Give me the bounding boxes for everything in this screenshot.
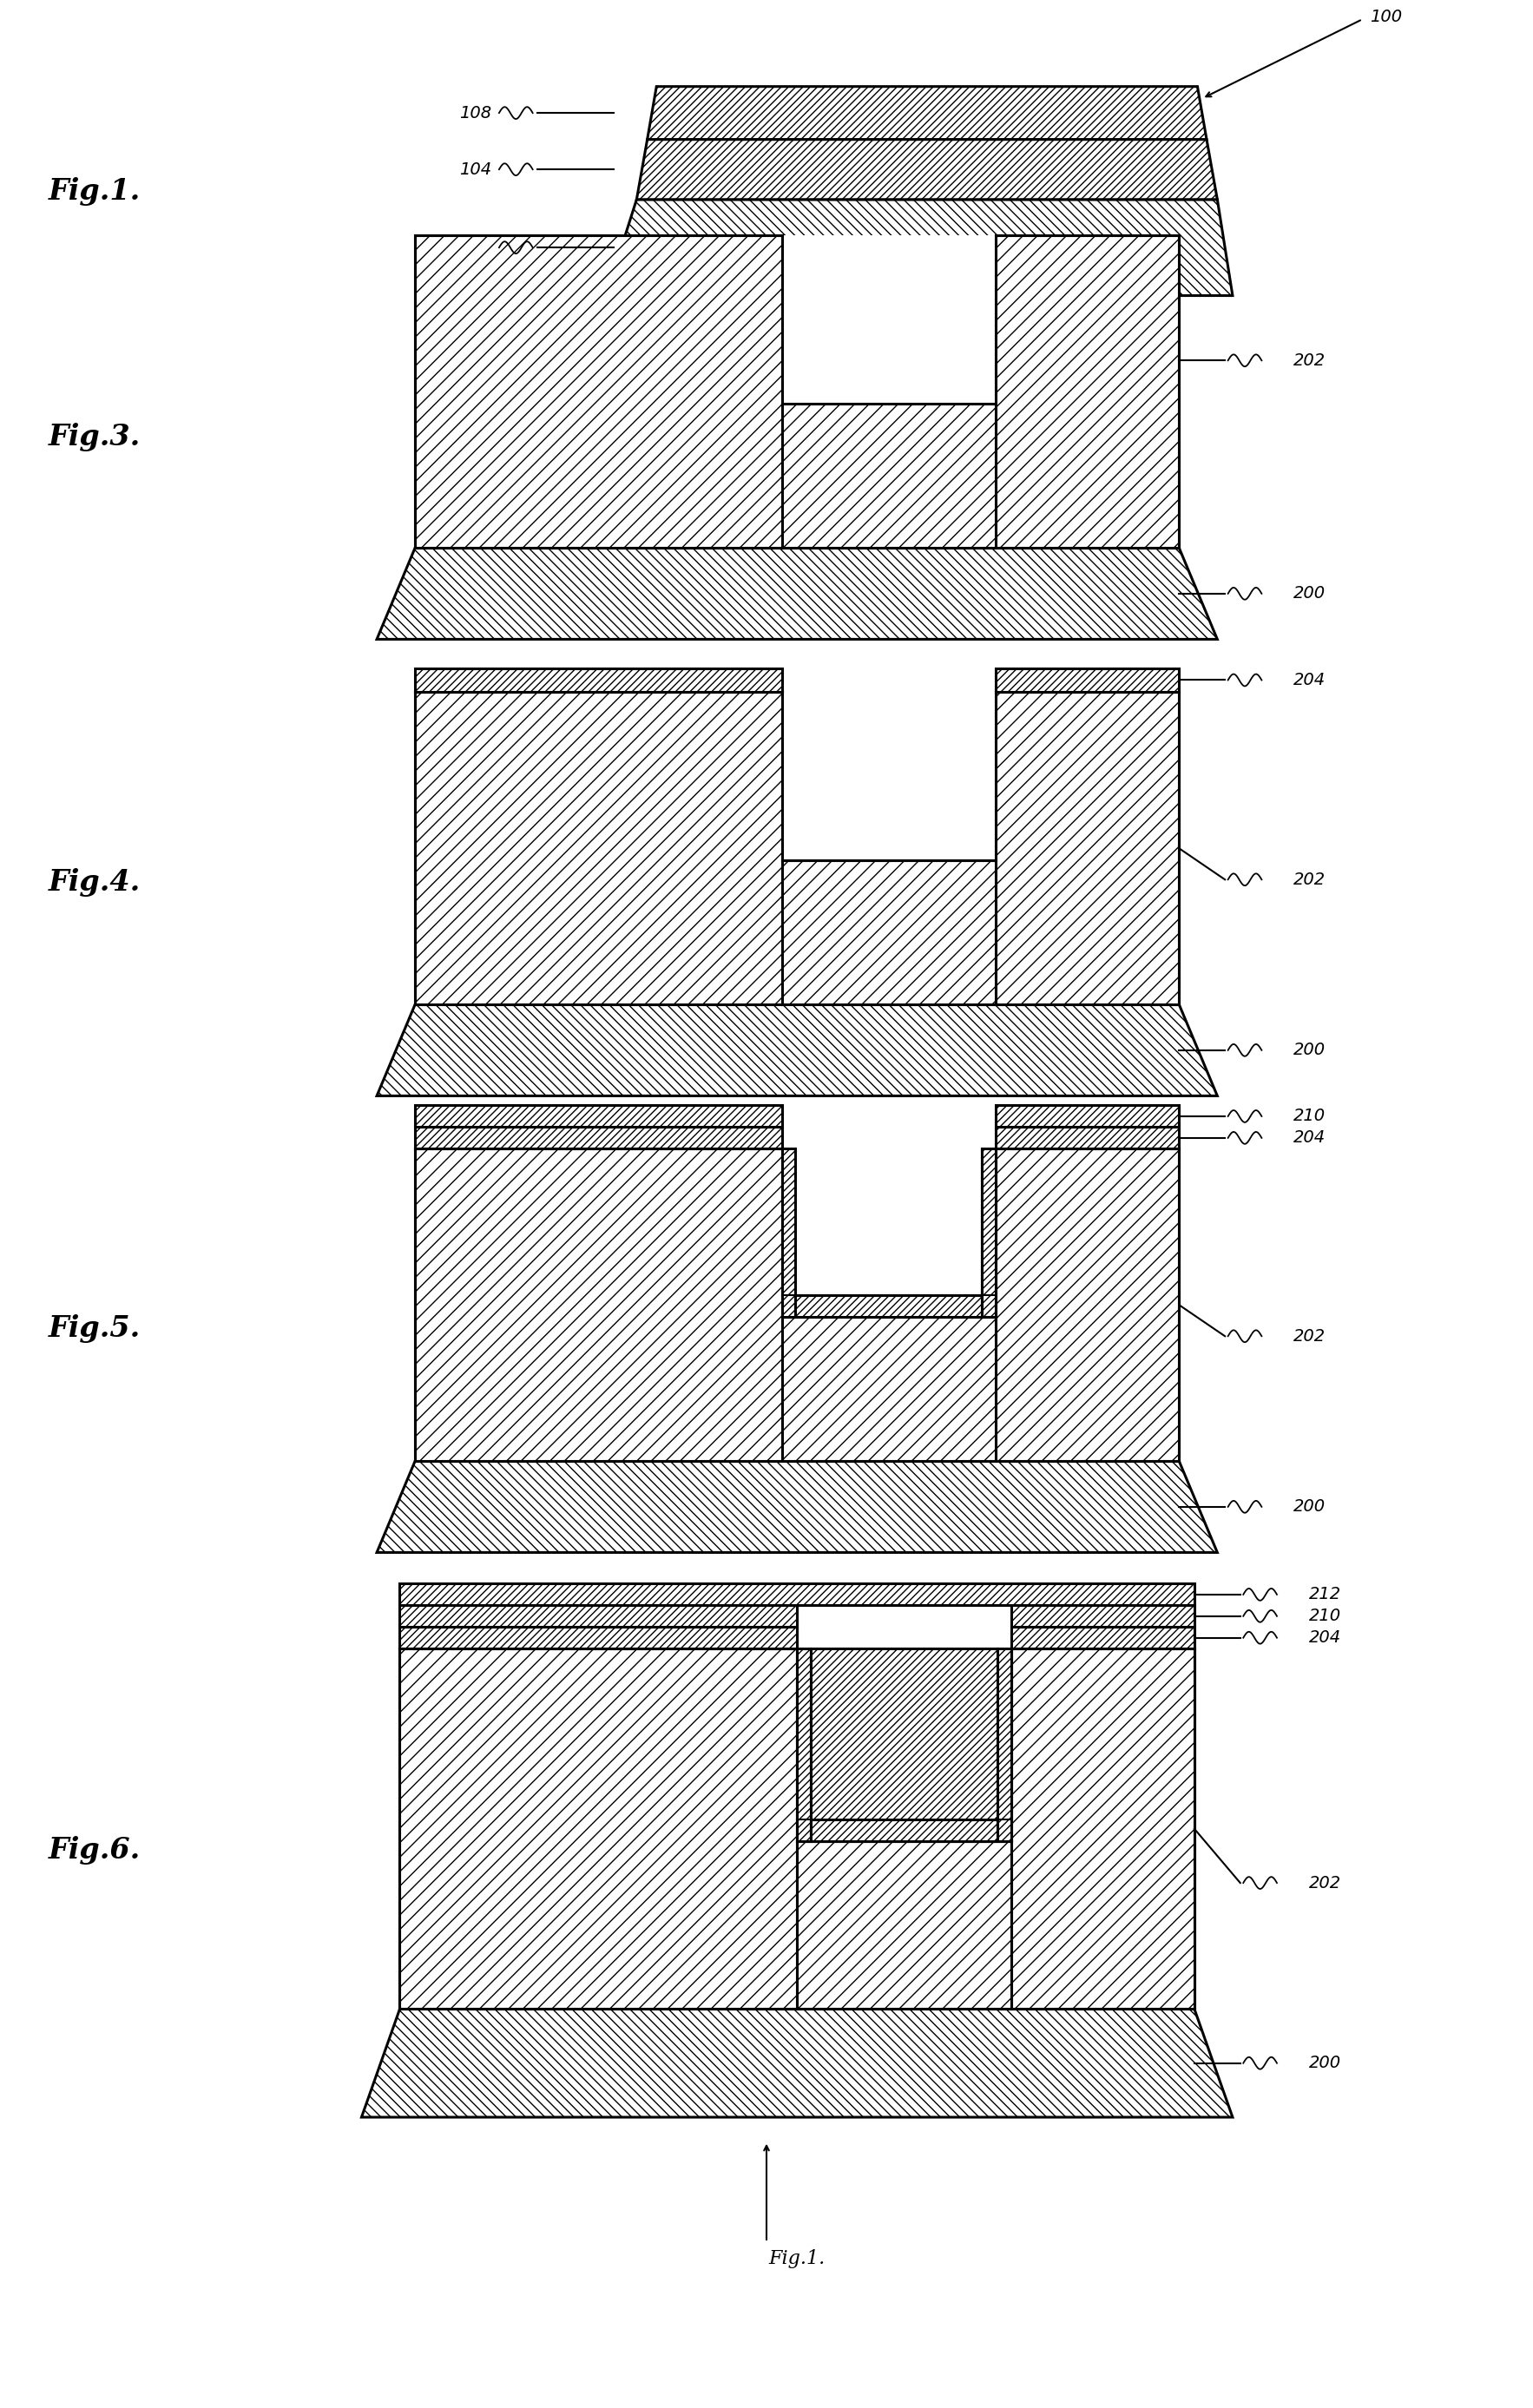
Bar: [782, 691, 996, 860]
Bar: [796, 1296, 983, 1317]
Bar: [996, 1149, 1179, 1462]
Text: 202: 202: [1294, 1327, 1326, 1344]
Bar: [415, 236, 782, 549]
Bar: [782, 405, 996, 549]
Bar: [983, 1149, 996, 1317]
Bar: [797, 1649, 1010, 1840]
Bar: [782, 860, 996, 1004]
Bar: [797, 1649, 811, 1840]
Text: 202: 202: [1294, 352, 1326, 368]
Text: 200: 200: [1294, 1043, 1326, 1060]
Bar: [782, 1317, 996, 1462]
Polygon shape: [362, 2008, 1233, 2117]
Text: 108: 108: [460, 104, 492, 120]
Bar: [996, 691, 1179, 1004]
Text: 210: 210: [1294, 1108, 1326, 1125]
Bar: [415, 667, 782, 691]
Text: 200: 200: [1294, 1498, 1326, 1515]
Bar: [811, 1649, 998, 1818]
Text: 200: 200: [1294, 585, 1326, 602]
Bar: [782, 1149, 996, 1317]
Text: 200: 200: [1309, 2054, 1341, 2071]
Bar: [998, 1649, 1010, 1840]
Bar: [400, 1649, 797, 2008]
Polygon shape: [636, 140, 1217, 200]
Bar: [1010, 1606, 1194, 1628]
Polygon shape: [647, 87, 1206, 140]
Bar: [996, 667, 1179, 691]
Text: 202: 202: [1294, 872, 1326, 889]
Text: 210: 210: [1309, 1609, 1341, 1625]
Bar: [1010, 1649, 1194, 2008]
Text: Fig.3.: Fig.3.: [48, 424, 141, 453]
Text: Fig.4.: Fig.4.: [48, 867, 141, 896]
Text: Fig.1.: Fig.1.: [48, 176, 141, 205]
Polygon shape: [377, 1462, 1217, 1553]
Bar: [996, 1127, 1179, 1149]
Text: 212: 212: [1309, 1587, 1341, 1604]
Bar: [996, 1105, 1179, 1127]
Bar: [1010, 1628, 1194, 1649]
Polygon shape: [606, 200, 1233, 296]
Text: 204: 204: [1294, 1129, 1326, 1146]
Bar: [400, 1606, 797, 1628]
Bar: [797, 1840, 1010, 2008]
Text: Fig.6.: Fig.6.: [48, 1837, 141, 1864]
Text: Fig.1.: Fig.1.: [768, 2249, 825, 2268]
Text: Fig.5.: Fig.5.: [48, 1315, 141, 1344]
Text: 102: 102: [460, 238, 492, 255]
Bar: [782, 236, 996, 405]
Bar: [400, 1584, 1194, 1606]
Bar: [415, 1105, 782, 1127]
Polygon shape: [377, 549, 1217, 638]
Text: 104: 104: [460, 161, 492, 178]
Bar: [400, 1628, 797, 1649]
Text: 204: 204: [1309, 1630, 1341, 1647]
Bar: [415, 1149, 782, 1462]
Bar: [811, 1818, 998, 1840]
Polygon shape: [377, 1004, 1217, 1096]
Text: 202: 202: [1309, 1876, 1341, 1890]
Bar: [415, 1127, 782, 1149]
Text: 204: 204: [1294, 672, 1326, 689]
Text: 100: 100: [1371, 10, 1403, 24]
Bar: [415, 691, 782, 1004]
Bar: [782, 1149, 796, 1317]
Bar: [996, 236, 1179, 549]
